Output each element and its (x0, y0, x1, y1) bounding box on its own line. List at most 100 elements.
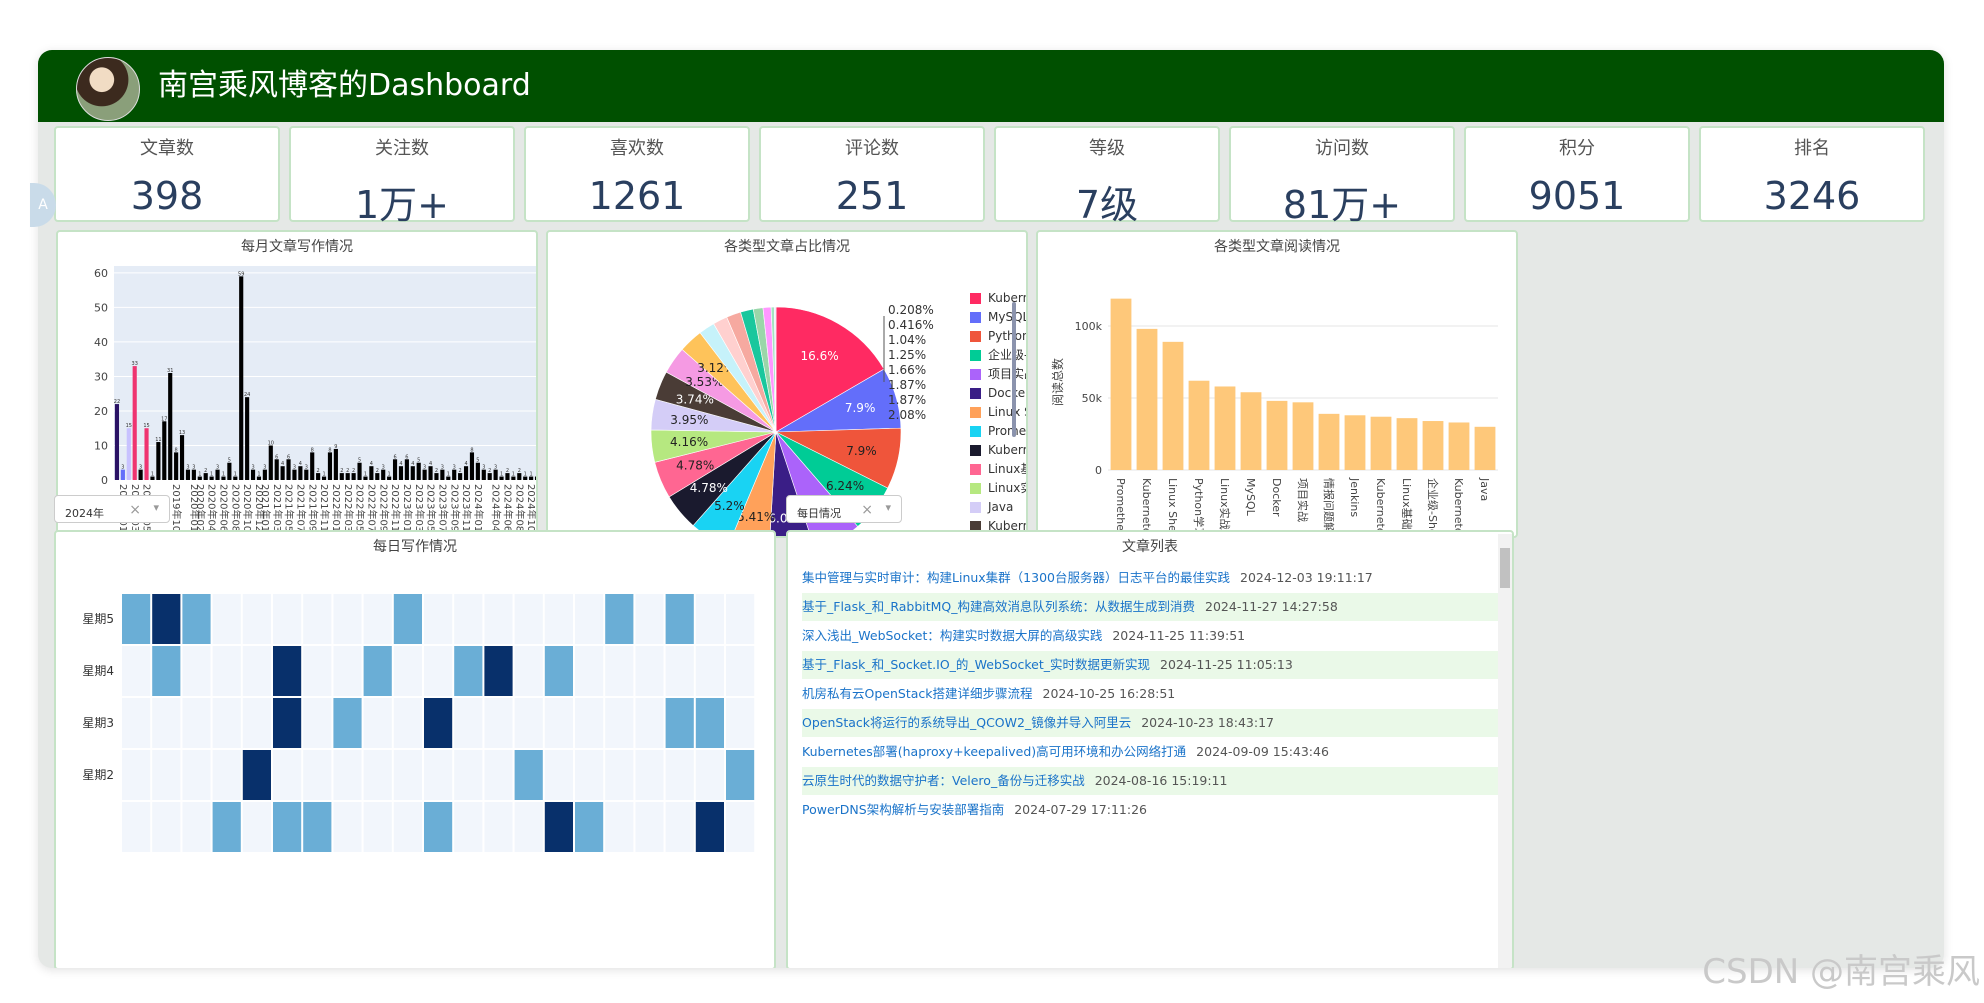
bar[interactable] (1188, 380, 1210, 470)
bar[interactable] (517, 473, 522, 480)
legend-swatch[interactable] (970, 445, 981, 456)
bar[interactable] (162, 421, 167, 480)
bar[interactable] (310, 452, 315, 480)
bar[interactable] (410, 466, 415, 480)
heatmap-cell[interactable] (333, 750, 362, 800)
pie-slice[interactable] (774, 306, 777, 433)
bar[interactable] (345, 473, 350, 480)
heatmap-cell[interactable] (605, 802, 634, 852)
heatmap-cell[interactable] (424, 750, 453, 800)
heatmap-cell[interactable] (273, 646, 302, 696)
article-link[interactable]: 基于_Flask_和_Socket.IO_的_WebSocket_实时数据更新实… (802, 657, 1151, 672)
bar[interactable] (292, 469, 297, 480)
heatmap-cell[interactable] (393, 802, 422, 852)
heatmap-cell[interactable] (303, 698, 332, 748)
heatmap-cell[interactable] (182, 750, 211, 800)
legend-label[interactable]: 企业级-Shell脚本案例 (988, 347, 1026, 362)
legend-label[interactable]: 项目实战 (988, 366, 1026, 381)
bar[interactable] (197, 476, 202, 480)
year-clear-icon[interactable]: × (129, 502, 141, 518)
bar[interactable] (168, 373, 173, 480)
bar[interactable] (351, 473, 356, 480)
bar[interactable] (404, 459, 409, 480)
heatmap-cell[interactable] (122, 750, 151, 800)
bar[interactable] (446, 476, 451, 480)
heatmap-cell[interactable] (695, 750, 724, 800)
legend-label[interactable]: Kubernetes项目实战 (988, 442, 1026, 457)
bar[interactable] (1162, 341, 1184, 470)
heatmap-cell[interactable] (454, 698, 483, 748)
heatmap-cell[interactable] (454, 594, 483, 644)
bar[interactable] (469, 452, 475, 480)
bar[interactable] (114, 404, 120, 480)
bar[interactable] (428, 466, 433, 480)
bar[interactable] (1344, 415, 1366, 470)
bar[interactable] (185, 469, 191, 480)
legend-swatch[interactable] (970, 521, 981, 532)
bar[interactable] (1136, 328, 1158, 470)
legend-swatch[interactable] (970, 293, 981, 304)
heatmap-cell[interactable] (212, 646, 241, 696)
legend-swatch[interactable] (970, 407, 981, 418)
bar[interactable] (511, 476, 516, 480)
bar[interactable] (529, 476, 534, 480)
heatmap-cell[interactable] (273, 698, 302, 748)
bar[interactable] (523, 476, 528, 480)
heatmap-cell[interactable] (303, 802, 332, 852)
bar[interactable] (416, 462, 421, 480)
heatmap-cell[interactable] (695, 698, 724, 748)
legend-label[interactable]: Linux实战操作 (988, 480, 1026, 495)
bar[interactable] (327, 452, 333, 480)
bar[interactable] (179, 435, 185, 480)
bar[interactable] (298, 466, 303, 480)
heatmap-cell[interactable] (635, 750, 664, 800)
heatmap-cell[interactable] (544, 594, 573, 644)
heatmap-cell[interactable] (182, 802, 211, 852)
legend-swatch[interactable] (970, 464, 981, 475)
heatmap-cell[interactable] (152, 646, 181, 696)
bar[interactable] (150, 476, 155, 480)
bar[interactable] (1422, 421, 1444, 470)
heatmap-cell[interactable] (484, 802, 513, 852)
heatmap-cell[interactable] (393, 698, 422, 748)
legend-label[interactable]: Prometheus监控 (988, 424, 1026, 438)
heatmap-cell[interactable] (212, 594, 241, 644)
heatmap-cell[interactable] (333, 802, 362, 852)
bar[interactable] (256, 476, 262, 480)
heatmap-cell[interactable] (454, 646, 483, 696)
bar[interactable] (1318, 413, 1340, 470)
article-link[interactable]: Kubernetes部署(haproxy+keepalived)高可用环境和办公… (802, 744, 1187, 759)
bar[interactable] (1240, 392, 1262, 470)
bar[interactable] (357, 462, 362, 480)
bar[interactable] (1110, 298, 1132, 470)
article-link[interactable]: 基于_Flask_和_RabbitMQ_构建高效消息队列系统：从数据生成到消费 (802, 599, 1196, 614)
bar[interactable] (245, 397, 250, 480)
bar[interactable] (1474, 426, 1496, 470)
heatmap-cell[interactable] (575, 594, 604, 644)
heatmap-cell[interactable] (665, 646, 694, 696)
legend-scrollbar[interactable] (1012, 302, 1016, 437)
year-chevron-down-icon[interactable]: ▾ (153, 501, 159, 514)
heatmap-cell[interactable] (544, 698, 573, 748)
legend-swatch[interactable] (970, 388, 981, 399)
category-pie-chart[interactable]: 16.6%7.9%7.9%6.24%6.24%6.03%5.41%5.2%4.7… (548, 232, 1026, 536)
heatmap-cell[interactable] (454, 802, 483, 852)
heatmap-cell[interactable] (242, 594, 271, 644)
legend-label[interactable]: MySQL (988, 310, 1026, 324)
avatar[interactable] (76, 57, 140, 121)
bar[interactable] (440, 469, 445, 480)
article-link[interactable]: OpenStack将运行的系统导出_QCOW2_镜像并导入阿里云 (802, 715, 1132, 730)
article-link[interactable]: 云原生时代的数据守护者：Velero_备份与迁移实战 (802, 773, 1085, 788)
bar[interactable] (227, 462, 232, 480)
bar[interactable] (120, 469, 125, 480)
heatmap-cell[interactable] (363, 698, 392, 748)
heatmap-cell[interactable] (393, 646, 422, 696)
mode-select[interactable]: 每日情况 × ▾ (786, 495, 902, 523)
article-link[interactable]: 机房私有云OpenStack搭建详细步骤流程 (802, 686, 1033, 701)
heatmap-cell[interactable] (182, 698, 211, 748)
heatmap-cell[interactable] (605, 750, 634, 800)
reads-bar-chart[interactable]: 0 50k 100k 阅读总数 Prometheus监控 Kubernetes Linux … (1038, 232, 1516, 536)
legend-swatch[interactable] (970, 502, 981, 513)
heatmap-cell[interactable] (273, 750, 302, 800)
